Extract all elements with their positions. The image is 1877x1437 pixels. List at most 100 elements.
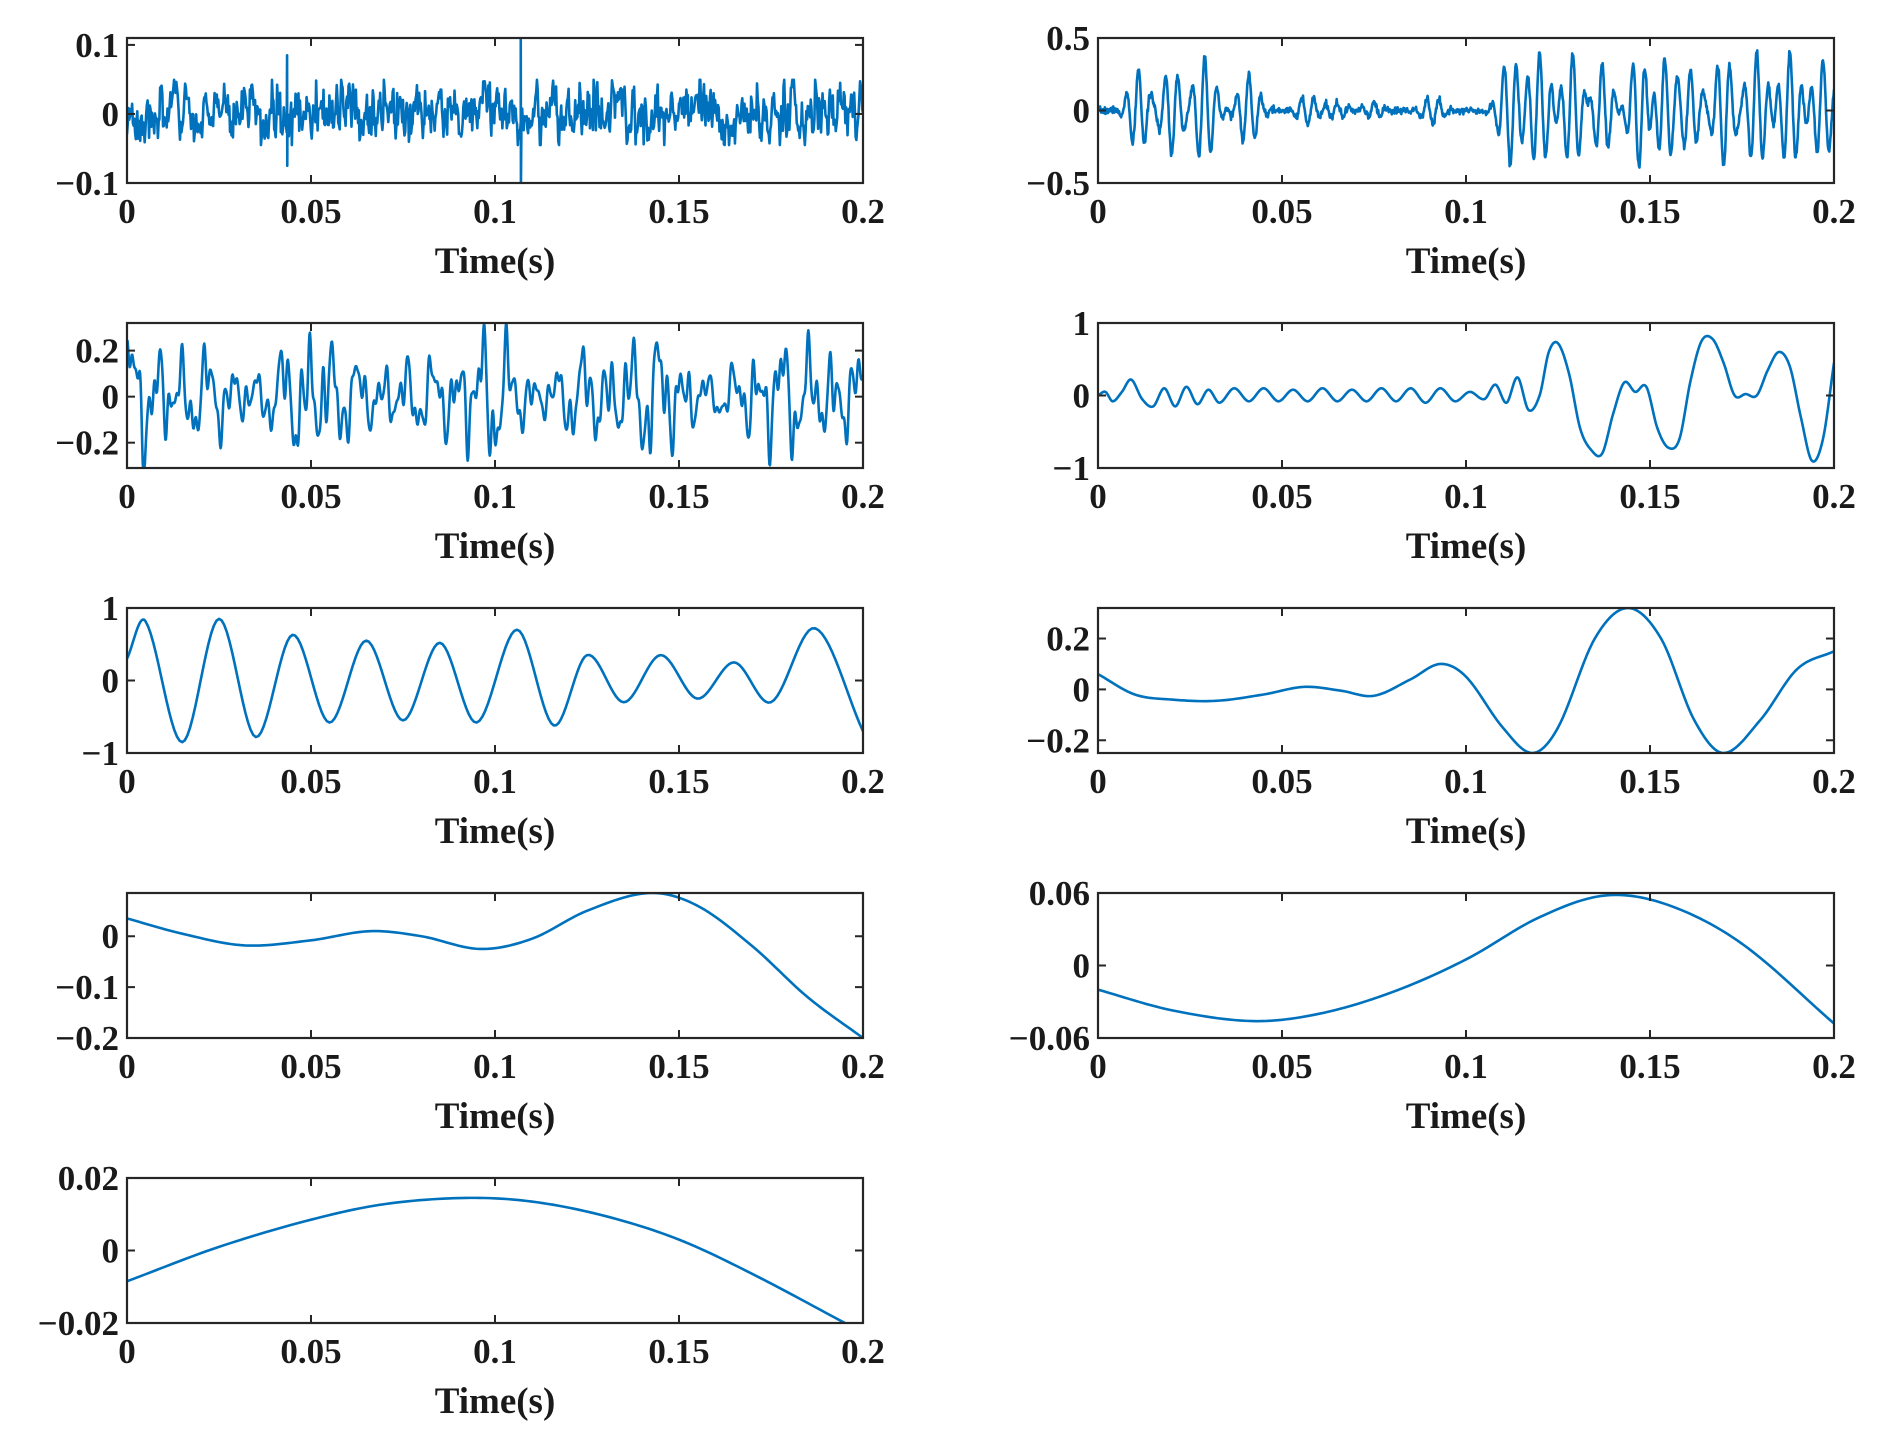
x-tick-label: 0.05: [280, 1047, 341, 1086]
x-tick-label: 0.05: [280, 192, 341, 231]
series-line: [1098, 334, 1834, 463]
x-tick-label: 0.2: [841, 192, 885, 231]
y-tick-label: 0: [102, 917, 120, 956]
x-tick-label: 0.15: [1619, 762, 1680, 801]
y-tick-label: 0: [102, 378, 120, 417]
x-axis-label: Time(s): [435, 241, 556, 282]
x-tick-label: 0.2: [841, 1047, 885, 1086]
x-tick-label: 0.2: [1812, 477, 1856, 516]
series-line: [1098, 608, 1834, 753]
y-tick-label: −0.5: [1026, 164, 1090, 203]
y-tick-label: 0.2: [1046, 620, 1090, 659]
series-line: [127, 617, 863, 744]
y-tick-label: −0.02: [38, 1304, 119, 1343]
y-tick-label: 0.5: [1046, 19, 1090, 58]
x-tick-label: 0.1: [473, 762, 517, 801]
x-tick-label: 0.2: [1812, 762, 1856, 801]
series-line: [127, 893, 863, 1038]
y-tick-label: 1: [102, 589, 120, 628]
x-axis-label: Time(s): [1406, 241, 1527, 282]
y-tick-label: −0.2: [55, 1019, 119, 1058]
y-tick-label: −0.06: [1009, 1019, 1090, 1058]
x-tick-label: 0.05: [1251, 1047, 1312, 1086]
y-tick-label: −0.1: [55, 968, 119, 1007]
x-tick-label: 0.15: [648, 477, 709, 516]
y-tick-label: 0: [1073, 947, 1091, 986]
x-tick-label: 0.1: [1444, 192, 1488, 231]
series-line: [1098, 49, 1834, 169]
x-tick-label: 0.05: [1251, 192, 1312, 231]
series-line: [1098, 893, 1834, 1025]
x-tick-label: 0.1: [1444, 762, 1488, 801]
y-tick-label: −1: [1053, 449, 1090, 488]
y-tick-label: 0: [1073, 92, 1091, 131]
x-tick-label: 0.2: [841, 1332, 885, 1371]
x-tick-label: 0.1: [473, 477, 517, 516]
x-tick-label: 0.1: [473, 1047, 517, 1086]
y-tick-label: 1: [1073, 304, 1091, 343]
x-tick-label: 0: [118, 1332, 136, 1371]
axes-frame: [1096, 606, 1836, 755]
x-tick-label: 0.05: [1251, 762, 1312, 801]
x-tick-label: 0.15: [648, 762, 709, 801]
x-axis-label: Time(s): [1406, 811, 1527, 852]
subplot-7: 0 0.05 0.1 0.15 0.2 0 −0.1 −0.2 Time(s): [55, 891, 885, 1137]
axes-frame: [1096, 321, 1836, 470]
x-tick-label: 0.2: [1812, 1047, 1856, 1086]
x-tick-label: 0: [1089, 477, 1107, 516]
x-tick-label: 0.2: [841, 477, 885, 516]
series-line: [127, 38, 863, 183]
x-tick-label: 0: [1089, 1047, 1107, 1086]
x-tick-label: 0.15: [1619, 477, 1680, 516]
y-tick-label: −0.2: [1026, 721, 1090, 760]
x-tick-label: 0.05: [1251, 477, 1312, 516]
x-axis-label: Time(s): [1406, 526, 1527, 567]
x-tick-label: 0.15: [1619, 1047, 1680, 1086]
axes-frame: [125, 1176, 865, 1325]
x-tick-label: 0.1: [473, 1332, 517, 1371]
x-axis-label: Time(s): [435, 1381, 556, 1422]
y-tick-label: 0.02: [58, 1159, 119, 1198]
y-tick-label: 0.2: [75, 332, 119, 371]
y-tick-label: 0: [102, 95, 120, 134]
y-tick-label: 0.1: [75, 26, 119, 65]
x-tick-label: 0.1: [473, 192, 517, 231]
x-tick-label: 0.05: [280, 477, 341, 516]
x-tick-label: 0.15: [1619, 192, 1680, 231]
x-tick-label: 0: [1089, 762, 1107, 801]
y-tick-label: 0.06: [1029, 874, 1090, 913]
y-tick-label: 0: [102, 662, 120, 701]
y-tick-label: −0.2: [55, 424, 119, 463]
x-tick-label: 0.15: [648, 1332, 709, 1371]
x-tick-label: 0.1: [1444, 477, 1488, 516]
x-tick-label: 0.2: [841, 762, 885, 801]
x-tick-label: 0: [118, 762, 136, 801]
x-axis-label: Time(s): [435, 1096, 556, 1137]
x-tick-label: 0.05: [280, 762, 341, 801]
y-tick-label: −1: [82, 734, 119, 773]
x-tick-label: 0: [118, 192, 136, 231]
x-tick-label: 0.15: [648, 192, 709, 231]
x-tick-label: 0.05: [280, 1332, 341, 1371]
x-axis-label: Time(s): [1406, 1096, 1527, 1137]
x-tick-label: 0: [118, 477, 136, 516]
x-axis-label: Time(s): [435, 526, 556, 567]
y-tick-label: 0: [102, 1232, 120, 1271]
x-tick-label: 0: [118, 1047, 136, 1086]
x-tick-label: 0.2: [1812, 192, 1856, 231]
y-tick-label: 0: [1073, 670, 1091, 709]
axes-frame: [125, 891, 865, 1040]
x-tick-label: 0.1: [1444, 1047, 1488, 1086]
subplot-grid: 0 0.05 0.1 0.15 0.2 0.1 0 −0.1 Time(s) 0 0.05 0.1 0.…: [38, 19, 1856, 1422]
x-tick-label: 0.15: [648, 1047, 709, 1086]
x-axis-label: Time(s): [435, 811, 556, 852]
x-tick-label: 0: [1089, 192, 1107, 231]
